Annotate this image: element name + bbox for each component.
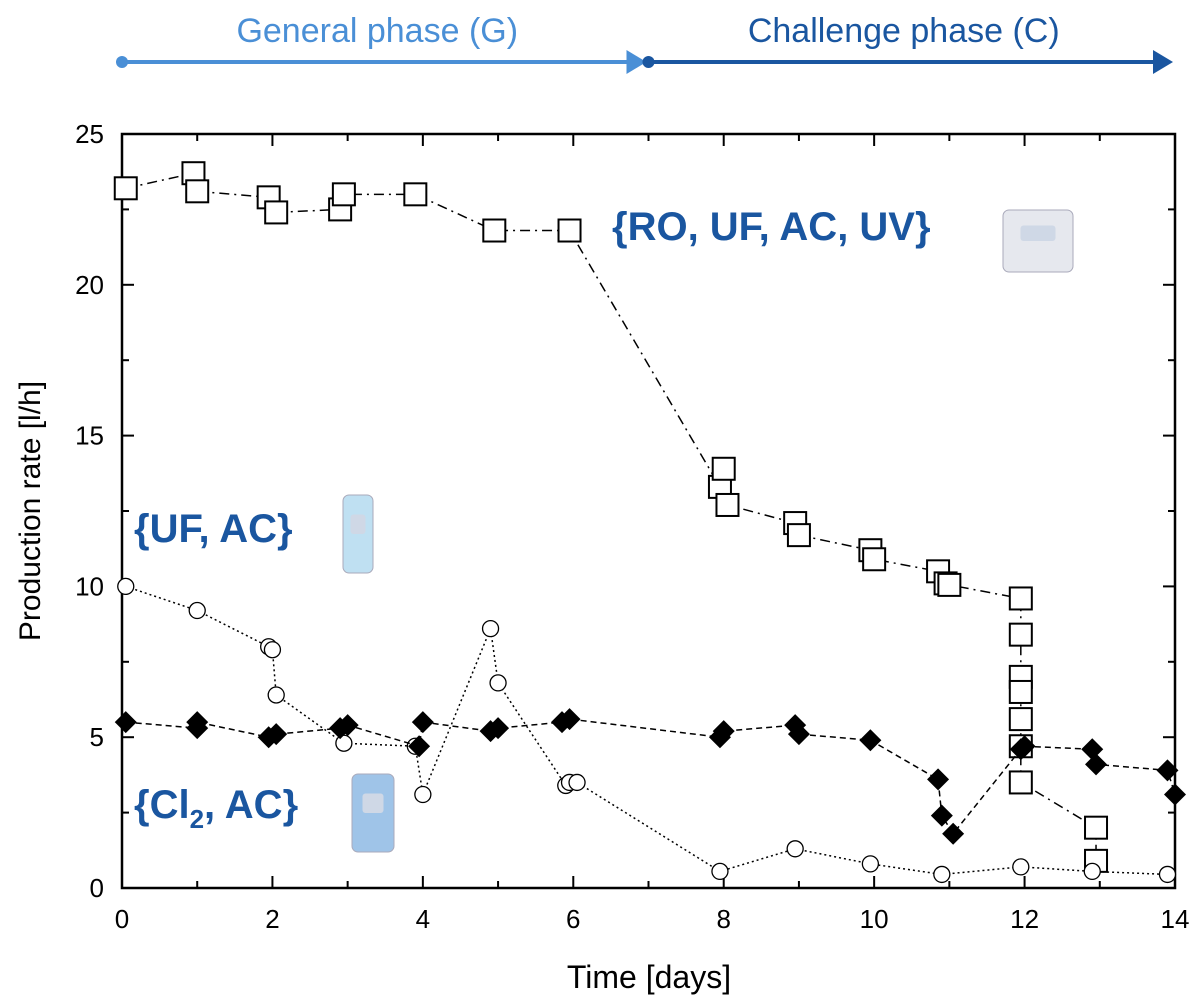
diamond-marker — [1085, 753, 1108, 776]
diamond-marker — [558, 708, 581, 731]
diamond-marker — [411, 711, 434, 734]
x-tick-label: 2 — [265, 904, 279, 934]
diamond-marker — [930, 804, 953, 827]
diamond-marker — [942, 822, 965, 845]
square-marker — [1008, 770, 1033, 795]
square-marker — [1008, 679, 1033, 704]
square-marker — [1084, 815, 1109, 840]
circle-marker — [414, 785, 432, 804]
diamond-marker — [787, 723, 810, 746]
x-tick-label: 10 — [860, 904, 889, 934]
series — [114, 708, 1186, 845]
diamond-marker — [114, 711, 137, 734]
square-marker — [1008, 622, 1033, 647]
circle-marker — [568, 773, 586, 792]
diamond-marker — [1164, 783, 1186, 806]
y-tick-label: 0 — [90, 873, 104, 903]
circle-marker — [489, 674, 507, 692]
circle-marker — [1012, 858, 1030, 876]
diamond-marker — [186, 711, 209, 734]
x-axis-label: Time [days] — [567, 959, 731, 995]
y-tick-label: 15 — [75, 421, 104, 451]
y-tick-label: 5 — [90, 722, 104, 752]
phase-label: Challenge phase (C) — [748, 12, 1060, 50]
diamond-marker — [336, 714, 359, 737]
x-tick-label: 6 — [566, 904, 580, 934]
series-label: {Cl2, AC} — [134, 783, 298, 834]
circle-marker — [861, 855, 880, 873]
square-marker — [403, 182, 428, 207]
x-tick-label: 14 — [1161, 904, 1190, 934]
square-marker — [862, 547, 887, 572]
square-marker — [937, 572, 962, 597]
diamond-marker — [408, 735, 431, 758]
circle-marker — [188, 601, 206, 620]
circle-marker — [481, 619, 500, 638]
square-marker — [113, 176, 138, 201]
diamond-marker — [487, 717, 510, 740]
label-part: , AC} — [204, 783, 298, 827]
square-marker — [482, 218, 507, 243]
square-marker — [711, 456, 736, 481]
phase-arrowhead — [626, 50, 647, 74]
circle-marker — [335, 734, 353, 752]
phase-arrowhead — [1153, 50, 1173, 74]
square-marker — [1008, 707, 1033, 732]
diamond-marker — [927, 768, 950, 791]
label-part: 2 — [190, 804, 204, 834]
x-tick-label: 8 — [716, 904, 730, 934]
circle-marker — [117, 577, 135, 596]
circle-marker — [786, 840, 804, 858]
square-marker — [185, 179, 210, 204]
y-tick-label: 25 — [75, 119, 104, 149]
phase-label: General phase (G) — [236, 12, 518, 50]
diamond-marker — [265, 723, 288, 746]
device-icon-detail — [1020, 225, 1056, 241]
diamond-marker — [1156, 759, 1179, 782]
circle-marker — [1158, 865, 1177, 884]
y-axis-label: Production rate [l/h] — [14, 381, 47, 641]
diamond-marker — [712, 720, 735, 743]
x-tick-label: 0 — [115, 904, 129, 934]
label-part: {Cl — [134, 783, 190, 827]
square-marker — [331, 182, 356, 207]
diamond-marker — [859, 729, 882, 752]
x-tick-label: 12 — [1010, 904, 1039, 934]
square-marker — [1008, 586, 1033, 611]
square-marker — [557, 218, 582, 243]
diamond-marker — [1013, 735, 1036, 758]
y-tick-label: 10 — [75, 571, 104, 601]
label-part: {RO, UF, AC, UV} — [612, 205, 931, 249]
circle-marker — [711, 862, 729, 881]
diamond-marker — [1081, 738, 1104, 761]
phase-start — [642, 56, 655, 68]
series-label: {RO, UF, AC, UV} — [612, 205, 931, 249]
square-marker — [715, 492, 740, 517]
phase-start — [116, 56, 128, 68]
square-marker — [786, 523, 811, 548]
y-tick-label: 20 — [75, 270, 104, 300]
label-part: {UF, AC} — [134, 507, 293, 551]
circle-marker — [263, 641, 282, 659]
device-icon-detail — [350, 514, 366, 534]
series-label: {UF, AC} — [134, 507, 293, 551]
square-marker — [264, 200, 289, 225]
series — [113, 161, 1109, 873]
circle-marker — [267, 686, 285, 704]
circle-marker — [1083, 862, 1101, 881]
x-tick-label: 4 — [416, 904, 430, 934]
circle-marker — [933, 865, 951, 884]
device-icon-detail — [362, 793, 384, 813]
